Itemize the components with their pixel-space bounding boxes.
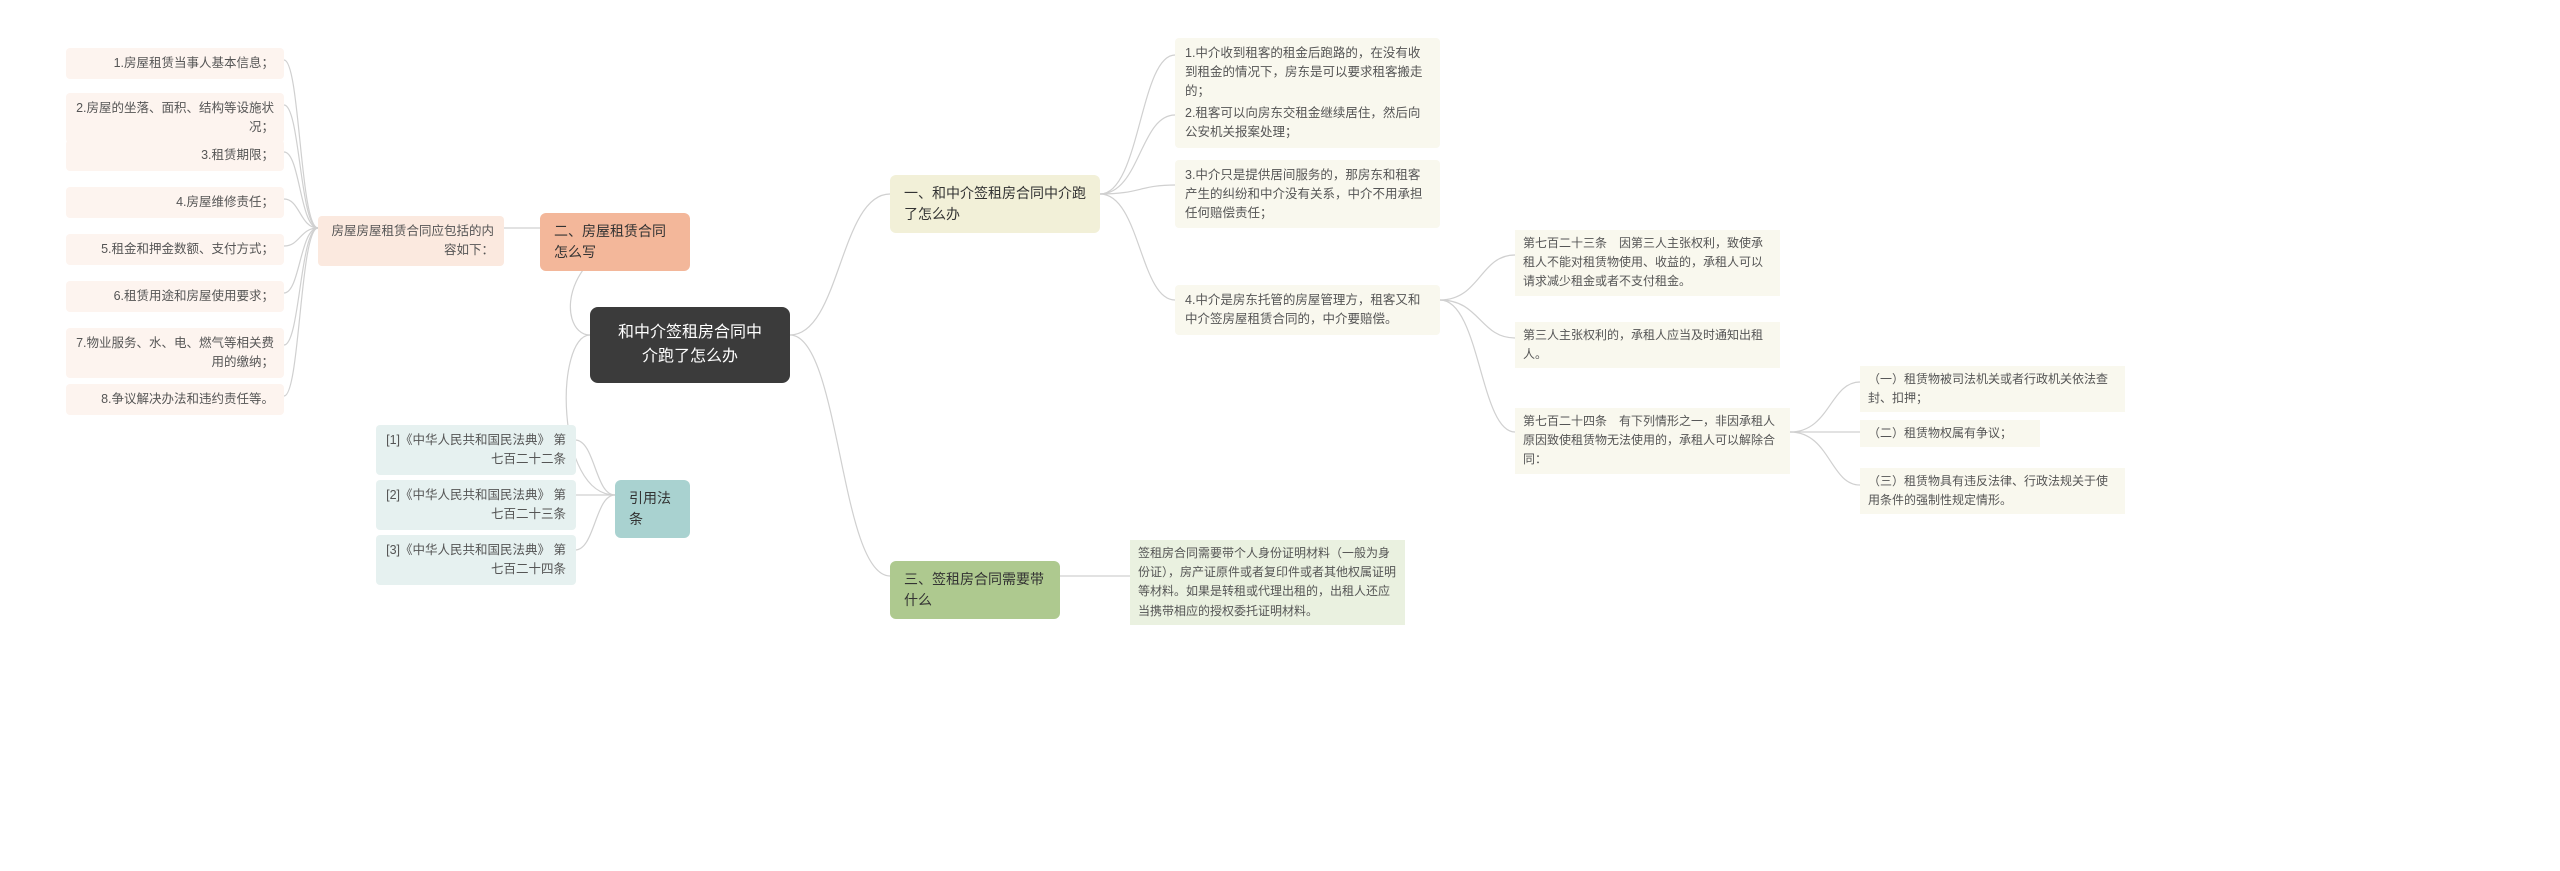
b4-item-3-text: [3]《中华人民共和国民法典》 第七百二十四条 [386, 541, 566, 579]
b1-item-1[interactable]: 1.中介收到租客的租金后跑路的，在没有收到租金的情况下，房东是可以要求租客搬走的… [1175, 38, 1440, 106]
branch-1-label: 一、和中介签租房合同中介跑了怎么办 [904, 183, 1086, 225]
b3-note[interactable]: 签租房合同需要带个人身份证明材料（一般为身份证），房产证原件或者复印件或者其他权… [1130, 540, 1405, 625]
b4-item-2-text: [2]《中华人民共和国民法典》 第七百二十三条 [386, 486, 566, 524]
b1-item-2[interactable]: 2.租客可以向房东交租金继续居住，然后向公安机关报案处理； [1175, 98, 1440, 148]
b1-sub4-a[interactable]: 第七百二十三条 因第三人主张权利，致使承租人不能对租赁物使用、收益的，承租人可以… [1515, 230, 1780, 296]
b4-item-1[interactable]: [1]《中华人民共和国民法典》 第七百二十二条 [376, 425, 576, 475]
b2-leaf-2[interactable]: 2.房屋的坐落、面积、结构等设施状况； [66, 93, 284, 143]
b2-leaf-1[interactable]: 1.房屋租赁当事人基本信息； [66, 48, 284, 79]
b1-sub4-c-1-text: （一）租赁物被司法机关或者行政机关依法查封、扣押； [1868, 370, 2117, 408]
b2-leaf-2-text: 2.房屋的坐落、面积、结构等设施状况； [76, 99, 274, 137]
b1-sub4-b-text: 第三人主张权利的，承租人应当及时通知出租人。 [1523, 326, 1772, 364]
b3-note-text: 签租房合同需要带个人身份证明材料（一般为身份证），房产证原件或者复印件或者其他权… [1138, 544, 1397, 621]
b4-item-1-text: [1]《中华人民共和国民法典》 第七百二十二条 [386, 431, 566, 469]
b1-sub4-c-3[interactable]: （三）租赁物具有违反法律、行政法规关于使用条件的强制性规定情形。 [1860, 468, 2125, 514]
b2-leaf-4-text: 4.房屋维修责任； [176, 193, 274, 212]
b1-sub4-c[interactable]: 第七百二十四条 有下列情形之一，非因承租人原因致使租赁物无法使用的，承租人可以解… [1515, 408, 1790, 474]
b1-sub4-c-2-text: （二）租赁物权属有争议； [1868, 424, 2012, 443]
b4-item-2[interactable]: [2]《中华人民共和国民法典》 第七百二十三条 [376, 480, 576, 530]
b2-leaf-6[interactable]: 6.租赁用途和房屋使用要求； [66, 281, 284, 312]
branch-1[interactable]: 一、和中介签租房合同中介跑了怎么办 [890, 175, 1100, 233]
root-node[interactable]: 和中介签租房合同中介跑了怎么办 [590, 307, 790, 383]
branch-3[interactable]: 三、签租房合同需要带什么 [890, 561, 1060, 619]
b2-leaf-1-text: 1.房屋租赁当事人基本信息； [114, 54, 274, 73]
b1-item-1-text: 1.中介收到租客的租金后跑路的，在没有收到租金的情况下，房东是可以要求租客搬走的… [1185, 44, 1430, 100]
b1-item-2-text: 2.租客可以向房东交租金继续居住，然后向公安机关报案处理； [1185, 104, 1430, 142]
b2-leaf-5[interactable]: 5.租金和押金数额、支付方式； [66, 234, 284, 265]
b1-sub4-c-1[interactable]: （一）租赁物被司法机关或者行政机关依法查封、扣押； [1860, 366, 2125, 412]
b1-sub4-c-3-text: （三）租赁物具有违反法律、行政法规关于使用条件的强制性规定情形。 [1868, 472, 2117, 510]
b4-item-3[interactable]: [3]《中华人民共和国民法典》 第七百二十四条 [376, 535, 576, 585]
b1-item-4-text: 4.中介是房东托管的房屋管理方，租客又和中介签房屋租赁合同的，中介要赔偿。 [1185, 291, 1430, 329]
branch-4-label: 引用法条 [629, 488, 676, 530]
b2-leaf-5-text: 5.租金和押金数额、支付方式； [101, 240, 274, 259]
b1-sub4-c-2[interactable]: （二）租赁物权属有争议； [1860, 420, 2040, 447]
b1-sub4-b[interactable]: 第三人主张权利的，承租人应当及时通知出租人。 [1515, 322, 1780, 368]
b1-sub4-a-text: 第七百二十三条 因第三人主张权利，致使承租人不能对租赁物使用、收益的，承租人可以… [1523, 234, 1772, 292]
b2-leaf-3[interactable]: 3.租赁期限； [66, 140, 284, 171]
b2-leaf-6-text: 6.租赁用途和房屋使用要求； [114, 287, 274, 306]
b2-leaf-3-text: 3.租赁期限； [201, 146, 274, 165]
b2-leaf-8[interactable]: 8.争议解决办法和违约责任等。 [66, 384, 284, 415]
b1-item-3[interactable]: 3.中介只是提供居间服务的，那房东和租客产生的纠纷和中介没有关系，中介不用承担任… [1175, 160, 1440, 228]
branch-2-label: 二、房屋租赁合同怎么写 [554, 221, 676, 263]
branch-2[interactable]: 二、房屋租赁合同怎么写 [540, 213, 690, 271]
b2-leaf-8-text: 8.争议解决办法和违约责任等。 [101, 390, 274, 409]
b1-item-4[interactable]: 4.中介是房东托管的房屋管理方，租客又和中介签房屋租赁合同的，中介要赔偿。 [1175, 285, 1440, 335]
b1-sub4-c-text: 第七百二十四条 有下列情形之一，非因承租人原因致使租赁物无法使用的，承租人可以解… [1523, 412, 1782, 470]
b1-item-3-text: 3.中介只是提供居间服务的，那房东和租客产生的纠纷和中介没有关系，中介不用承担任… [1185, 166, 1430, 222]
b2-leaf-7-text: 7.物业服务、水、电、燃气等相关费用的缴纳； [76, 334, 274, 372]
root-text: 和中介签租房合同中介跑了怎么办 [612, 321, 768, 369]
b2-leaf-4[interactable]: 4.房屋维修责任； [66, 187, 284, 218]
b2-sub-text: 房屋房屋租赁合同应包括的内容如下： [328, 222, 494, 260]
branch-3-label: 三、签租房合同需要带什么 [904, 569, 1046, 611]
b2-sub[interactable]: 房屋房屋租赁合同应包括的内容如下： [318, 216, 504, 266]
branch-4[interactable]: 引用法条 [615, 480, 690, 538]
b2-leaf-7[interactable]: 7.物业服务、水、电、燃气等相关费用的缴纳； [66, 328, 284, 378]
mindmap-canvas: 和中介签租房合同中介跑了怎么办 一、和中介签租房合同中介跑了怎么办 1.中介收到… [0, 0, 2560, 871]
